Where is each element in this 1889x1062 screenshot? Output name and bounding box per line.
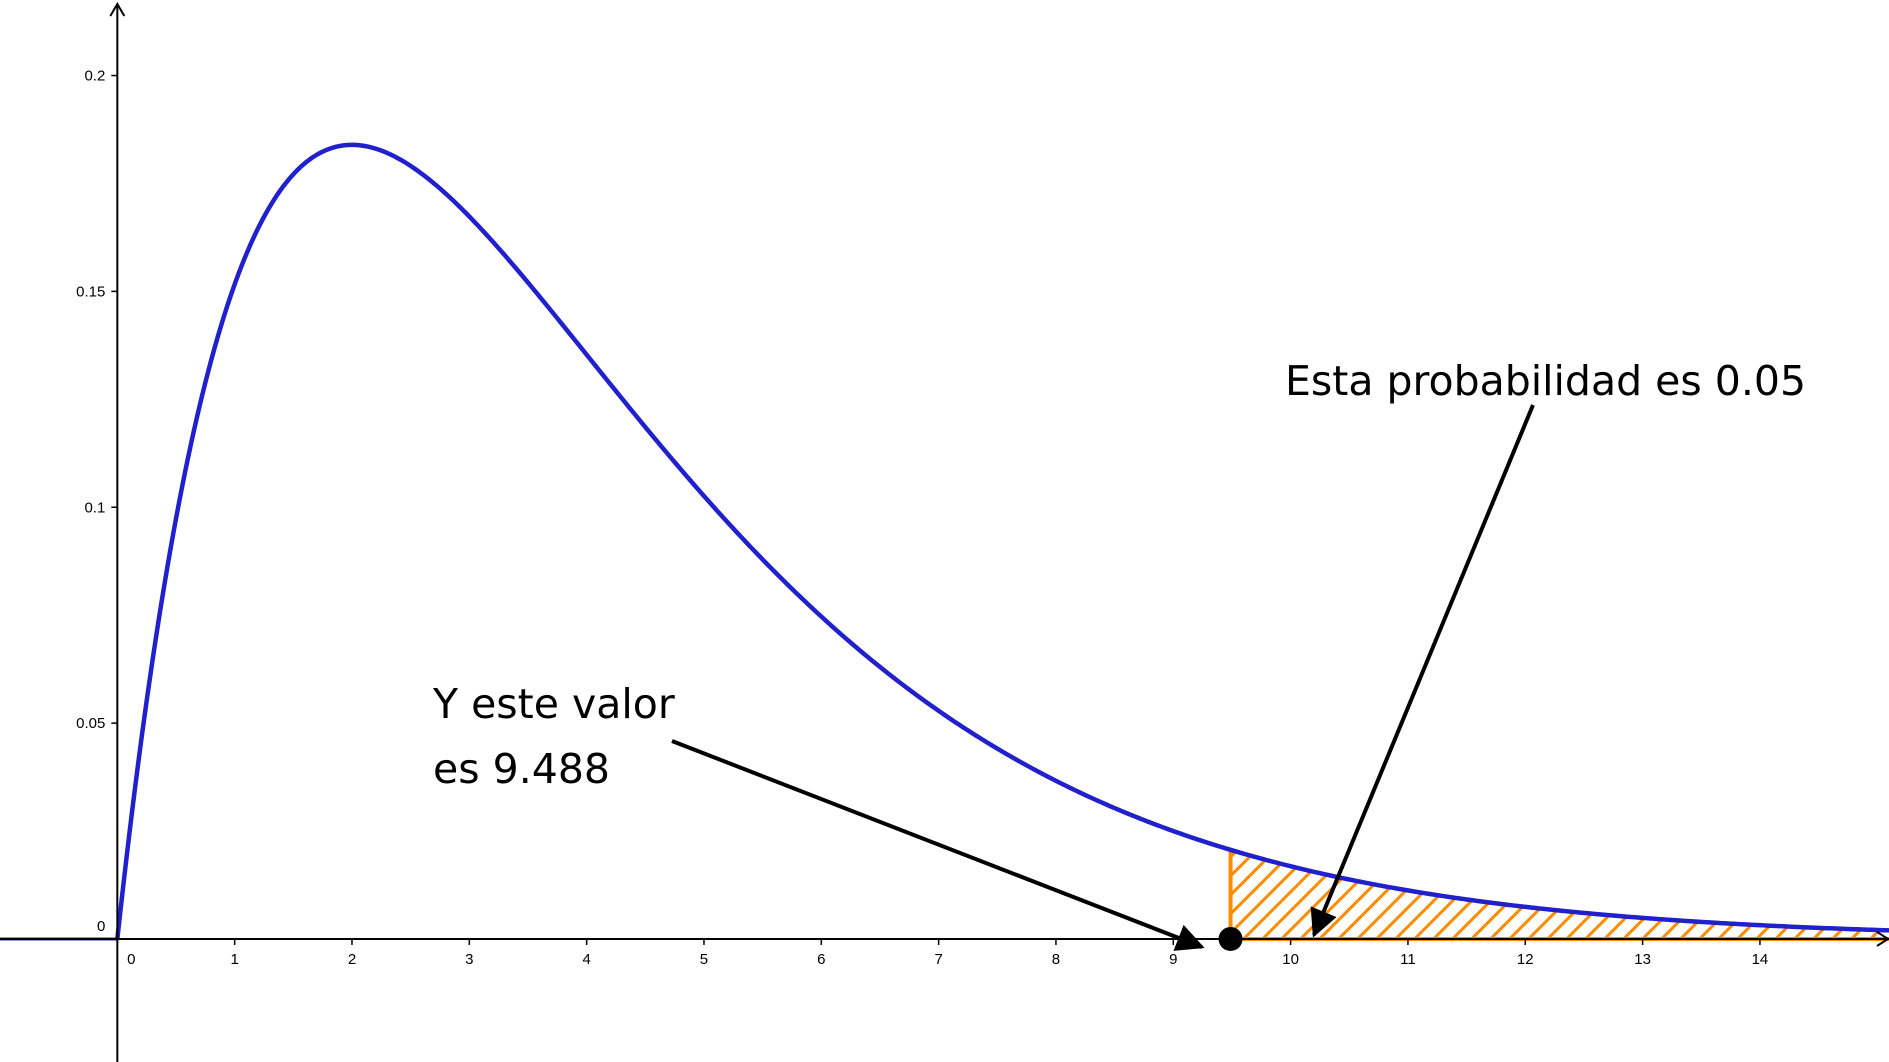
y-tick-label: 0.2 bbox=[84, 68, 105, 85]
y-tick-label: 0 bbox=[97, 918, 105, 935]
x-tick-label: 6 bbox=[817, 951, 825, 968]
x-tick-label: 9 bbox=[1169, 951, 1177, 968]
y-ticks: 0 0.05 0.1 0.15 0.2 bbox=[76, 68, 118, 935]
x-ticks: 0 1 2 3 4 5 6 7 8 9 10 11 12 13 14 bbox=[116, 938, 1769, 968]
probability-annotation: Esta probabilidad es 0.05 bbox=[1285, 357, 1806, 405]
value-arrow bbox=[671, 739, 1205, 951]
x-tick-label: 5 bbox=[700, 951, 708, 968]
x-tick-label: 2 bbox=[348, 951, 356, 968]
y-axis-arrow-icon bbox=[109, 2, 126, 17]
x-tick-label: 10 bbox=[1282, 951, 1299, 968]
density-curve bbox=[115, 142, 1889, 940]
value-annotation-line2: es 9.488 bbox=[433, 745, 610, 793]
x-tick-label: 8 bbox=[1052, 951, 1060, 968]
y-tick-label: 0.1 bbox=[84, 499, 105, 516]
x-axis-arrow-icon bbox=[1876, 931, 1889, 947]
probability-arrow bbox=[1310, 404, 1535, 938]
value-annotation-line1: Y este valor bbox=[432, 680, 675, 728]
x-tick-label: 13 bbox=[1634, 951, 1651, 968]
x-tick-label: 14 bbox=[1752, 951, 1769, 968]
x-tick-label: 11 bbox=[1400, 951, 1416, 968]
critical-point bbox=[1218, 926, 1243, 951]
x-tick-label: 1 bbox=[230, 951, 238, 968]
y-tick-label: 0.05 bbox=[76, 715, 105, 732]
x-tick-label: 4 bbox=[582, 951, 590, 968]
y-tick-label: 0.15 bbox=[76, 283, 105, 300]
x-tick-label: 7 bbox=[934, 951, 942, 968]
x-tick-label: 0 bbox=[127, 951, 135, 968]
x-tick-label: 3 bbox=[465, 951, 473, 968]
x-tick-label: 12 bbox=[1517, 951, 1534, 968]
